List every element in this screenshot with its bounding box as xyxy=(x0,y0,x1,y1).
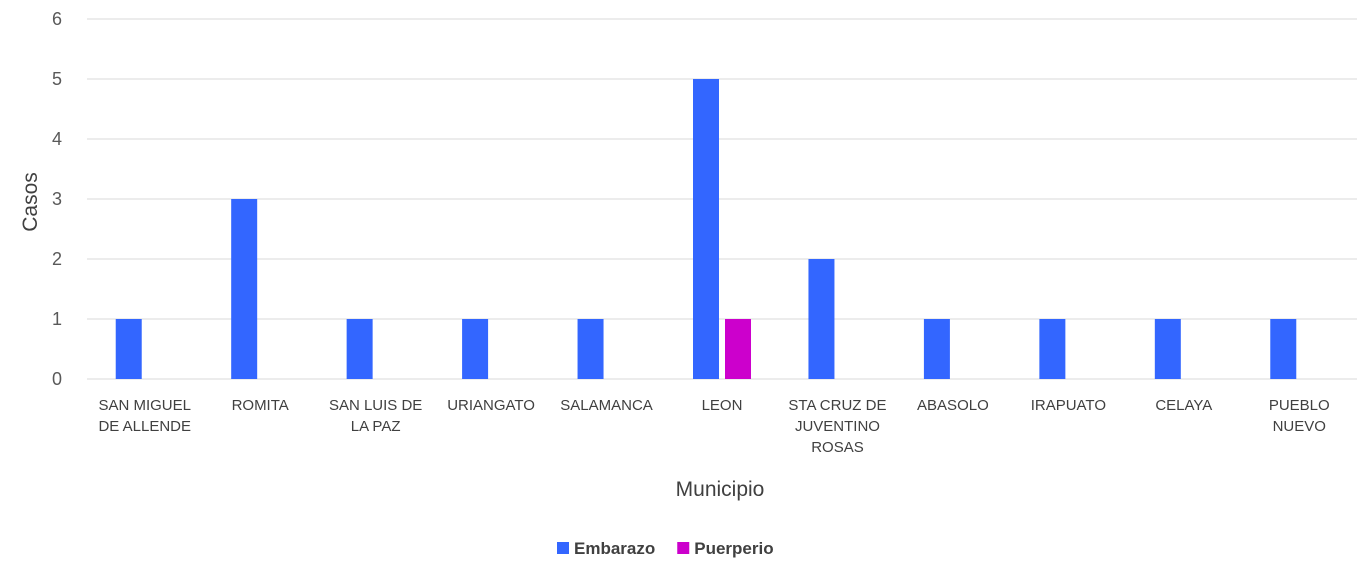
legend-label-puerperio: Puerperio xyxy=(694,539,773,558)
bar-embarazo xyxy=(115,319,142,379)
legend: Embarazo Puerperio xyxy=(557,539,774,558)
x-tick-label-line: LA PAZ xyxy=(351,418,401,435)
legend-swatch-embarazo xyxy=(557,542,569,554)
x-tick-label: LEON xyxy=(702,397,743,414)
bar-embarazo xyxy=(1039,319,1066,379)
x-tick-label-line: SAN LUIS DE xyxy=(329,397,422,414)
legend-label-embarazo: Embarazo xyxy=(574,539,655,558)
bar-embarazo xyxy=(808,259,835,379)
bar-embarazo xyxy=(923,319,950,379)
y-tick-label: 6 xyxy=(52,9,62,29)
x-tick-label-line: NUEVO xyxy=(1273,418,1326,435)
y-tick-label: 4 xyxy=(52,129,62,149)
x-tick-label: CELAYA xyxy=(1155,397,1212,414)
y-tick-label: 0 xyxy=(52,369,62,389)
x-axis-title: Municipio xyxy=(676,478,765,501)
x-tick-label-line: SALAMANCA xyxy=(560,397,653,414)
x-tick-label: ROMITA xyxy=(232,397,289,414)
x-tick-label: ABASOLO xyxy=(917,397,989,414)
x-tick-label-line: URIANGATO xyxy=(447,397,535,414)
x-tick-label-line: ROMITA xyxy=(232,397,289,414)
x-tick-label-line: CELAYA xyxy=(1155,397,1212,414)
y-tick-label: 5 xyxy=(52,69,62,89)
x-tick-label: STA CRUZ DE JUVENTINO ROSAS xyxy=(788,397,886,456)
bars xyxy=(115,79,1297,379)
y-axis-tick-labels: 0 1 2 3 4 5 6 xyxy=(52,9,62,389)
x-tick-label-line: ABASOLO xyxy=(917,397,989,414)
x-axis-category-labels: SAN MIGUEL DE ALLENDE ROMITA SAN LUIS DE LA … xyxy=(98,397,1329,456)
x-tick-label-line: IRAPUATO xyxy=(1031,397,1106,414)
bar-embarazo xyxy=(346,319,373,379)
x-tick-label: SAN LUIS DE LA PAZ xyxy=(329,397,422,435)
y-tick-label: 3 xyxy=(52,189,62,209)
x-tick-label-line: STA CRUZ DE xyxy=(788,397,886,414)
gridlines xyxy=(87,18,1357,380)
x-tick-label-line: ROSAS xyxy=(811,439,864,456)
x-tick-label-line: PUEBLO xyxy=(1269,397,1330,414)
x-tick-label: PUEBLO NUEVO xyxy=(1269,397,1330,435)
x-tick-label: SAN MIGUEL DE ALLENDE xyxy=(98,397,191,435)
x-tick-label-line: SAN MIGUEL xyxy=(98,397,191,414)
x-tick-label-line: LEON xyxy=(702,397,743,414)
y-axis-title: Casos xyxy=(19,172,42,232)
legend-swatch-puerperio xyxy=(677,542,690,554)
x-tick-label: IRAPUATO xyxy=(1031,397,1106,414)
x-tick-label: SALAMANCA xyxy=(560,397,653,414)
bar-embarazo xyxy=(462,319,489,379)
bar-embarazo xyxy=(693,79,719,379)
bar-embarazo xyxy=(1270,319,1297,379)
y-tick-label: 2 xyxy=(52,249,62,269)
x-tick-label: URIANGATO xyxy=(447,397,535,414)
x-tick-label-line: DE ALLENDE xyxy=(98,418,191,435)
bar-embarazo xyxy=(577,319,604,379)
bar-embarazo xyxy=(1154,319,1181,379)
bar-puerperio xyxy=(725,319,751,379)
y-tick-label: 1 xyxy=(52,309,62,329)
bar-embarazo xyxy=(231,199,258,379)
x-tick-label-line: JUVENTINO xyxy=(795,418,880,435)
